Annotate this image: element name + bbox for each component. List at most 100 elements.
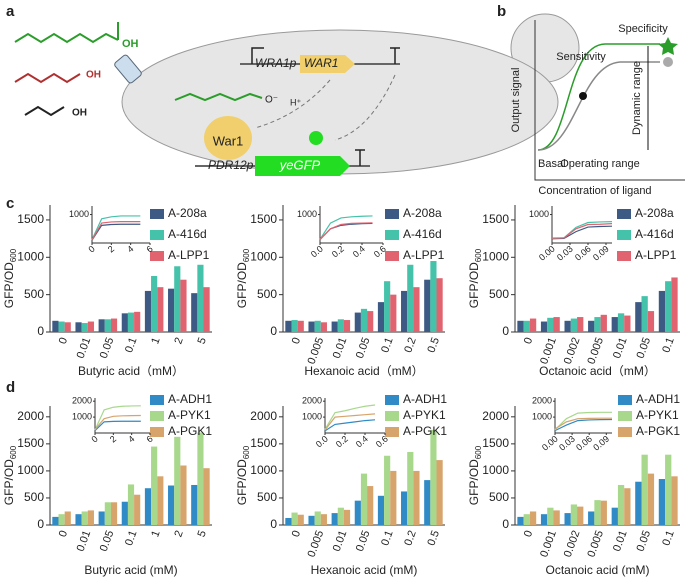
bar: [624, 315, 631, 332]
legend-swatch: [150, 395, 164, 405]
legend-label: A-PYK1: [403, 408, 446, 422]
arrow: [254, 79, 331, 129]
y-tick-label: 500: [24, 287, 44, 301]
bar: [360, 308, 368, 332]
x-tick-label: 0.09: [591, 244, 611, 263]
bar: [611, 507, 618, 525]
legend-swatch: [385, 230, 399, 240]
bar: [52, 320, 59, 332]
bar: [517, 320, 524, 332]
x-tick-label: 0.01: [611, 336, 630, 360]
o-minus: O⁻: [265, 95, 278, 106]
y-label-sub: 600: [474, 248, 483, 262]
bar: [430, 261, 437, 332]
bar: [647, 311, 655, 332]
bar: [424, 480, 431, 525]
bar: [343, 509, 351, 525]
y-tick-label: 500: [489, 490, 509, 504]
x-tick-label: 0.00: [540, 434, 560, 453]
bar: [98, 319, 105, 332]
inset-line: [319, 222, 373, 241]
x-tick-label: 0.005: [306, 529, 327, 559]
y-tick-label: 1000: [529, 209, 549, 219]
x-tick-label: 0.0: [309, 244, 325, 260]
panel-label: c: [6, 195, 14, 212]
bar: [600, 500, 607, 525]
bar: [367, 311, 374, 332]
legend-label: A-416d: [403, 227, 442, 241]
bar: [291, 320, 298, 332]
bar: [588, 320, 595, 332]
legend-label: A-PYK1: [636, 408, 679, 422]
inset-line: [91, 223, 141, 241]
y-tick-label: 1000: [250, 249, 277, 263]
legend-label: A-LPP1: [403, 248, 445, 262]
bar: [331, 321, 338, 332]
bar: [297, 320, 304, 332]
bar: [314, 320, 321, 332]
bar: [331, 513, 338, 525]
bar: [308, 515, 315, 525]
inset-line: [554, 418, 613, 432]
bar: [540, 321, 548, 332]
reporter-label: yeGFP: [279, 157, 321, 172]
bar: [285, 320, 292, 332]
oh: OH: [86, 70, 101, 81]
y-tick-label: 1500: [250, 212, 277, 226]
legend-swatch: [150, 411, 164, 421]
legend-label: A-ADH1: [403, 392, 447, 406]
x-tick-label: 0.05: [635, 529, 654, 553]
x-tick-label: 0.001: [538, 336, 559, 366]
x-tick-label: 4: [126, 434, 136, 445]
x-tick-label: 0: [522, 336, 535, 346]
y-label: GFP/OD600: [235, 248, 251, 308]
oh: OH: [72, 108, 87, 119]
butyric-acid: [24, 105, 65, 117]
x-tick-label: 0: [57, 336, 70, 346]
x-tick-label: 0.5: [425, 529, 442, 547]
octanoic-acid: [14, 32, 119, 44]
bar: [635, 481, 642, 525]
y-label-sub: 600: [9, 445, 18, 459]
bar: [611, 317, 618, 332]
x-tick-label: 0: [90, 434, 100, 445]
inset-line: [551, 223, 613, 239]
dot: [663, 57, 673, 67]
legend-swatch: [617, 230, 631, 240]
x-label: Hexanoic acid (mM): [311, 563, 418, 577]
bar: [320, 322, 327, 332]
x-tick-label: 0.05: [98, 336, 117, 360]
bar: [58, 514, 65, 525]
inset-line: [554, 417, 612, 430]
x-tick-label: 0: [87, 244, 97, 255]
legend-label: A-208a: [403, 206, 442, 220]
star: [658, 37, 678, 55]
legend-swatch: [385, 209, 399, 219]
x-label: Octanoic acid (mM): [545, 563, 649, 577]
legend-swatch: [618, 411, 632, 421]
inset-line: [91, 215, 141, 240]
y-tick-label: 1500: [482, 212, 509, 226]
x-tick-label: 2: [172, 336, 185, 346]
y-label: GFP/OD600: [235, 445, 251, 505]
bar: [367, 486, 374, 525]
bar: [64, 511, 71, 525]
cell: [121, 29, 559, 175]
x-tick-label: 0.01: [75, 336, 94, 360]
bar: [407, 451, 414, 525]
bar: [151, 446, 158, 525]
x-tick-label: 0.005: [585, 529, 606, 559]
bar: [127, 312, 135, 332]
x-label: Concentration of ligand: [538, 185, 651, 197]
bar: [354, 500, 361, 525]
bar: [98, 511, 105, 525]
bar: [390, 470, 397, 525]
y-tick-label: 1500: [17, 436, 44, 450]
curve: [537, 43, 660, 151]
bar: [600, 314, 607, 332]
legend-label: A-PGK1: [636, 424, 680, 438]
